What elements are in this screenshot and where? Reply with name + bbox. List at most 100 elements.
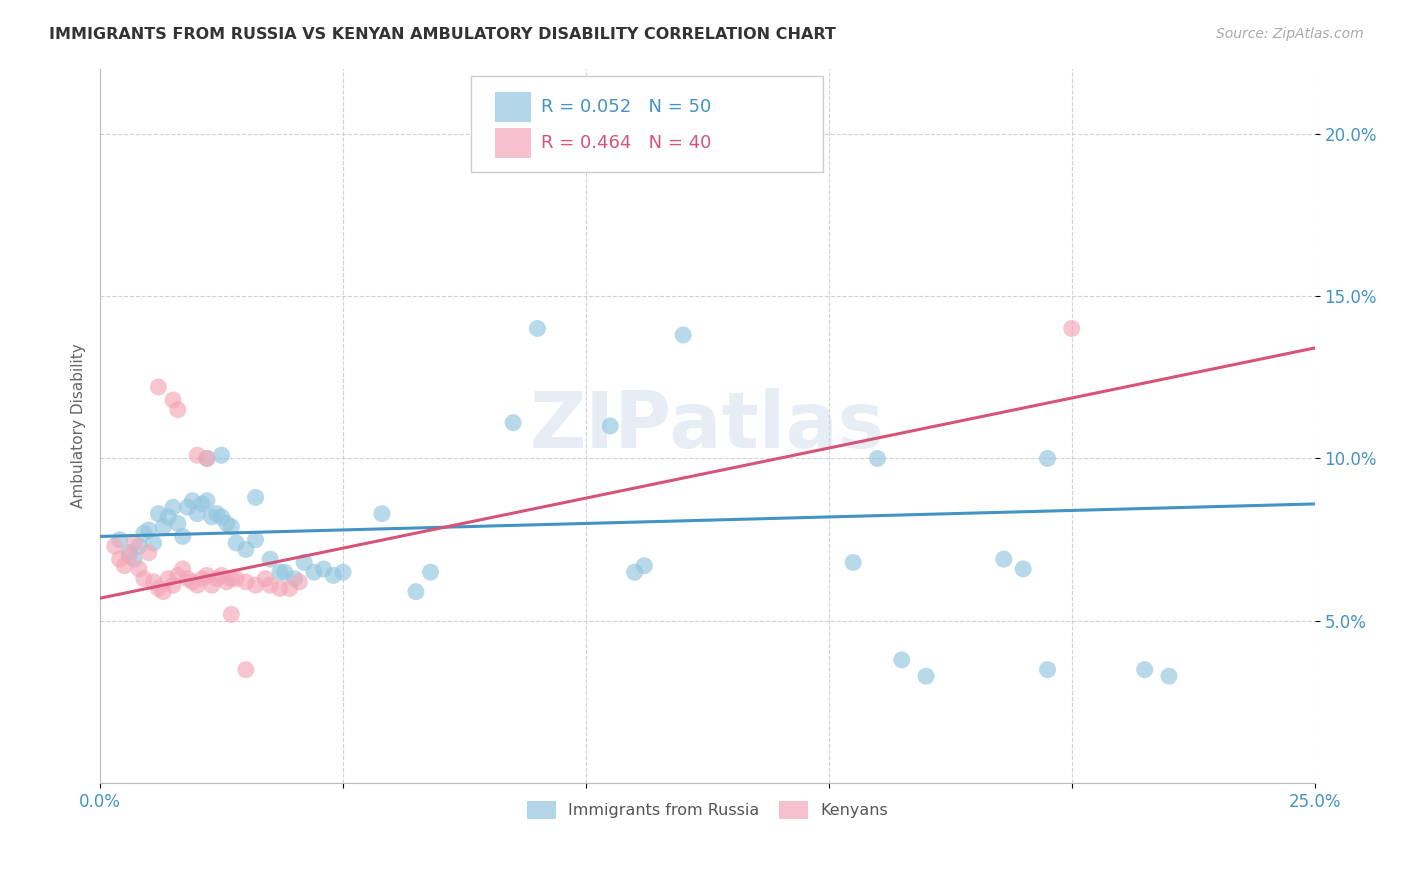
Point xyxy=(332,565,354,579)
Point xyxy=(419,565,441,579)
Point xyxy=(148,380,170,394)
Point xyxy=(502,416,524,430)
Point xyxy=(915,669,938,683)
Point xyxy=(292,556,315,570)
Point xyxy=(211,510,233,524)
Point xyxy=(245,533,267,547)
Point xyxy=(195,493,218,508)
Point xyxy=(186,507,208,521)
Point xyxy=(235,663,257,677)
Point xyxy=(633,558,655,573)
Point xyxy=(259,552,281,566)
Text: R = 0.464   N = 40: R = 0.464 N = 40 xyxy=(541,134,711,152)
Point xyxy=(122,536,145,550)
Point xyxy=(993,552,1015,566)
Point xyxy=(274,565,297,579)
Point xyxy=(142,536,165,550)
Point xyxy=(225,536,247,550)
Point xyxy=(118,549,141,563)
Point xyxy=(195,451,218,466)
Point xyxy=(405,584,427,599)
Point xyxy=(842,556,865,570)
FancyBboxPatch shape xyxy=(471,76,823,172)
Point xyxy=(371,507,394,521)
Point xyxy=(162,392,184,407)
Point xyxy=(172,529,194,543)
Point xyxy=(259,578,281,592)
Text: ZIPatlas: ZIPatlas xyxy=(530,388,884,464)
Point xyxy=(269,582,291,596)
Point xyxy=(201,578,224,592)
Point xyxy=(221,572,243,586)
Point xyxy=(1012,562,1035,576)
Point xyxy=(221,607,243,622)
Text: R = 0.052   N = 50: R = 0.052 N = 50 xyxy=(541,98,711,116)
Point xyxy=(1133,663,1156,677)
Point xyxy=(138,546,160,560)
Point xyxy=(254,572,277,586)
Point xyxy=(672,328,695,343)
Point xyxy=(1157,669,1180,683)
Point xyxy=(211,448,233,462)
Point xyxy=(167,568,190,582)
Point xyxy=(1060,321,1083,335)
Point xyxy=(195,568,218,582)
Point xyxy=(866,451,889,466)
Point xyxy=(176,572,198,586)
Point xyxy=(157,572,180,586)
Point xyxy=(152,584,174,599)
Point xyxy=(181,493,204,508)
Point xyxy=(172,562,194,576)
Point xyxy=(162,578,184,592)
Point xyxy=(112,558,135,573)
Point xyxy=(148,582,170,596)
Point xyxy=(167,402,190,417)
Text: Source: ZipAtlas.com: Source: ZipAtlas.com xyxy=(1216,27,1364,41)
Point xyxy=(205,572,228,586)
Point xyxy=(312,562,335,576)
Legend: Immigrants from Russia, Kenyans: Immigrants from Russia, Kenyans xyxy=(520,794,894,825)
Point xyxy=(157,510,180,524)
Point xyxy=(132,572,155,586)
Point xyxy=(235,574,257,589)
Point xyxy=(181,574,204,589)
Point xyxy=(288,574,311,589)
Point xyxy=(128,562,150,576)
Point xyxy=(118,546,141,560)
Point xyxy=(191,572,214,586)
Point xyxy=(162,500,184,515)
Point xyxy=(269,565,291,579)
Point xyxy=(322,568,344,582)
Point xyxy=(623,565,645,579)
Point xyxy=(201,510,224,524)
Point xyxy=(108,552,131,566)
Point xyxy=(283,572,305,586)
Point xyxy=(526,321,548,335)
Point xyxy=(215,574,238,589)
Point xyxy=(191,497,214,511)
Point xyxy=(186,448,208,462)
Point xyxy=(599,419,621,434)
Point xyxy=(235,542,257,557)
Point xyxy=(1036,451,1059,466)
Point xyxy=(128,539,150,553)
Point xyxy=(195,451,218,466)
Point xyxy=(104,539,127,553)
Point xyxy=(1036,663,1059,677)
Point xyxy=(245,491,267,505)
Point xyxy=(890,653,912,667)
Bar xyxy=(495,128,531,158)
Point xyxy=(122,552,145,566)
Point xyxy=(167,516,190,531)
Point xyxy=(138,523,160,537)
Point xyxy=(302,565,325,579)
Point xyxy=(176,500,198,515)
Point xyxy=(278,582,301,596)
Y-axis label: Ambulatory Disability: Ambulatory Disability xyxy=(72,343,86,508)
Point xyxy=(152,519,174,533)
Point xyxy=(225,572,247,586)
Point xyxy=(205,507,228,521)
Point xyxy=(186,578,208,592)
Point xyxy=(215,516,238,531)
Bar xyxy=(495,92,531,122)
